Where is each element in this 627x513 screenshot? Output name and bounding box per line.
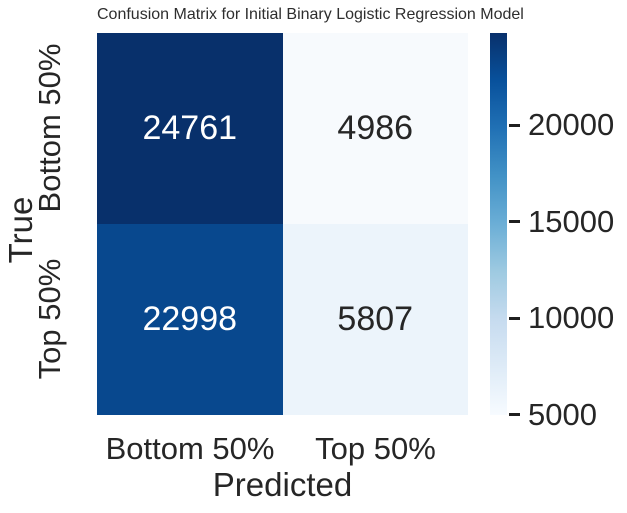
colorbar-tick-label-5000: 5000 — [528, 397, 597, 432]
heatmap-cell-true-bottom-pred-top: 4986 — [282, 33, 468, 224]
y-tick-bottom-50: Bottom 50% — [32, 43, 67, 213]
colorbar-tick-mark — [509, 220, 520, 223]
colorbar — [490, 33, 507, 415]
cell-value: 5807 — [337, 300, 414, 338]
cell-value: 4986 — [337, 109, 414, 147]
x-tick-top-50: Top 50% — [315, 431, 436, 466]
heatmap-cell-true-bottom-pred-bottom: 24761 — [97, 33, 283, 224]
colorbar-tick-label-20000: 20000 — [528, 107, 615, 142]
x-axis-label: Predicted — [212, 466, 353, 503]
cell-value: 24761 — [142, 109, 238, 147]
y-tick-top-50: Top 50% — [32, 258, 67, 380]
heatmap-grid: 24761 4986 22998 5807 — [97, 33, 468, 415]
colorbar-tick-mark — [509, 124, 520, 127]
x-tick-bottom-50: Bottom 50% — [105, 431, 275, 466]
chart-title: Confusion Matrix for Initial Binary Logi… — [97, 6, 524, 23]
cell-value: 22998 — [142, 300, 238, 338]
colorbar-tick-mark — [509, 413, 520, 416]
colorbar-tick-label-10000: 10000 — [528, 300, 615, 335]
heatmap-cell-true-top-pred-bottom: 22998 — [97, 224, 283, 415]
colorbar-tick-mark — [509, 317, 520, 320]
heatmap-cell-true-top-pred-top: 5807 — [282, 224, 468, 415]
colorbar-tick-label-15000: 15000 — [528, 204, 615, 239]
